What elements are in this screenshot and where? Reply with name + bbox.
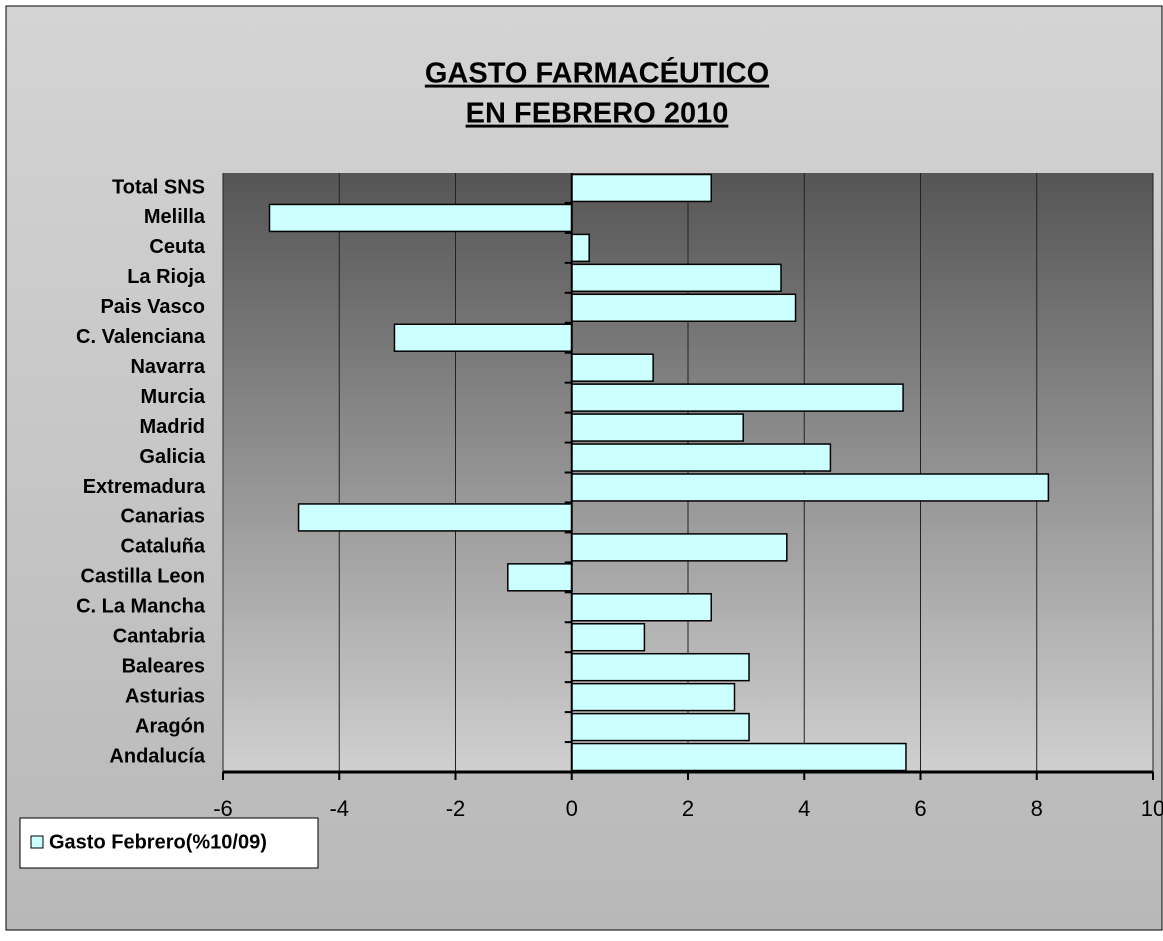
y-tick-label: Galicia: [139, 446, 205, 468]
bar: [393, 323, 573, 352]
chart-title: EN FEBRERO 2010: [466, 98, 729, 130]
y-tick-label: Aragón: [135, 715, 205, 737]
y-tick-label: C. La Mancha: [76, 596, 206, 618]
bar: [571, 353, 654, 382]
bar: [571, 652, 750, 682]
legend-swatch: [30, 835, 44, 849]
chart-title: GASTO FARMACÉUTICO: [425, 56, 769, 90]
y-tick-label: Navarra: [130, 356, 205, 378]
bar: [571, 383, 904, 412]
bar: [571, 293, 797, 322]
y-tick-label: Melilla: [144, 206, 206, 228]
x-tick-label: 10: [1141, 796, 1163, 821]
y-tick-label: Baleares: [122, 655, 205, 677]
bar: [571, 413, 744, 442]
y-tick-label: Castilla Leon: [81, 566, 205, 588]
x-tick-label: 8: [1031, 796, 1043, 821]
bar: [571, 682, 736, 712]
y-tick-label: Cataluña: [121, 536, 206, 558]
legend-label: Gasto Febrero(%10/09): [49, 831, 267, 853]
bar: [571, 623, 646, 652]
bar: [571, 173, 712, 203]
legend-box: [19, 817, 319, 869]
y-tick-label: C. Valenciana: [76, 326, 206, 348]
y-tick-label: Total SNS: [112, 176, 205, 198]
y-tick-label: La Rioja: [127, 266, 206, 288]
y-tick-label: Canarias: [121, 506, 206, 528]
bar: [297, 503, 573, 532]
bar: [571, 263, 782, 293]
x-tick-label: -2: [446, 796, 466, 821]
bar: [507, 563, 573, 592]
bar: [571, 233, 590, 263]
x-tick-label: 4: [798, 796, 810, 821]
y-tick-label: Extremadura: [83, 476, 206, 498]
bar: [571, 742, 907, 772]
x-tick-label: 2: [682, 796, 694, 821]
x-tick-label: 0: [566, 796, 578, 821]
bar: [571, 712, 750, 742]
bar: [571, 473, 1050, 502]
bar: [268, 203, 573, 233]
y-tick-label: Cantabria: [113, 626, 206, 648]
y-tick-label: Murcia: [141, 386, 206, 408]
x-tick-label: -4: [329, 796, 349, 821]
y-tick-label: Madrid: [139, 416, 205, 438]
y-tick-label: Ceuta: [149, 236, 205, 258]
y-tick-label: Pais Vasco: [100, 296, 205, 318]
y-tick-label: Andalucía: [109, 745, 205, 767]
bar: [571, 443, 832, 472]
bar: [571, 533, 788, 562]
bar: [571, 593, 712, 622]
y-tick-label: Asturias: [125, 685, 205, 707]
x-tick-label: 6: [914, 796, 926, 821]
x-tick-label: -6: [213, 796, 233, 821]
